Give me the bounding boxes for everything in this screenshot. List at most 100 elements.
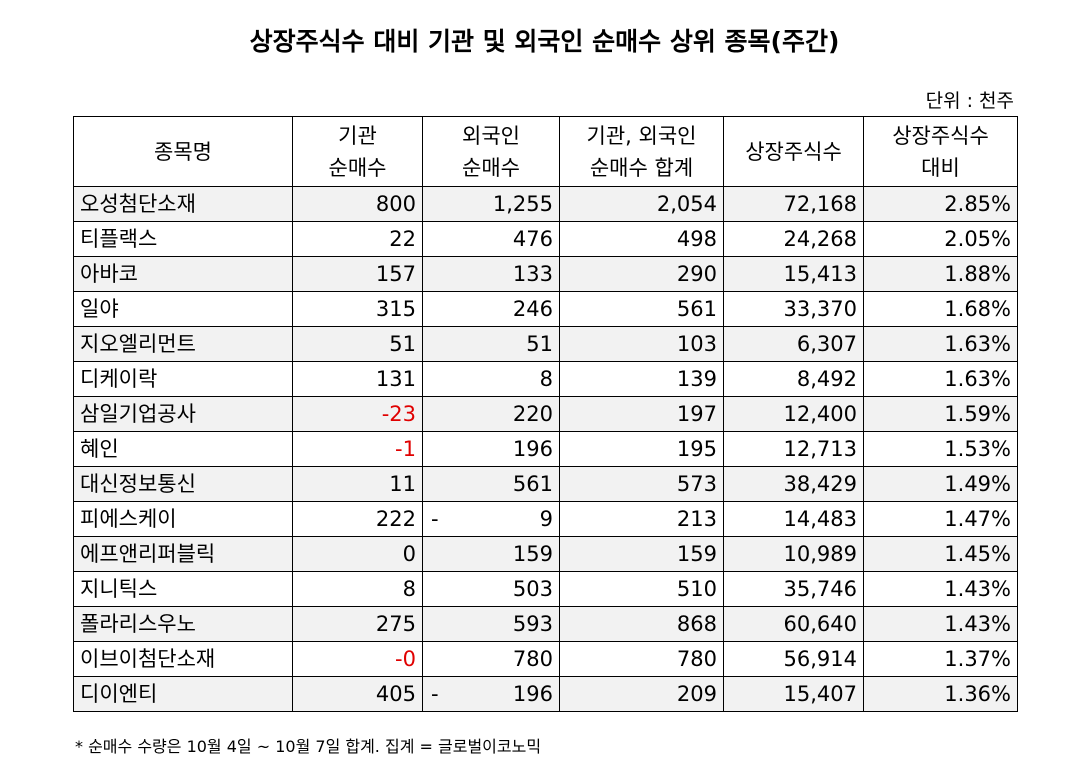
cell-sum: 780 (559, 641, 724, 677)
cell-foreign: 1,255 (422, 186, 560, 222)
cell-foreign: 503 (422, 571, 560, 607)
cell-shares: 38,429 (723, 466, 864, 502)
cell-ratio: 1.63% (863, 326, 1018, 362)
cell-foreign: 780 (422, 641, 560, 677)
cell-ratio: 1.59% (863, 396, 1018, 432)
cell-foreign: 159 (422, 536, 560, 572)
cell-shares: 12,400 (723, 396, 864, 432)
table-row: 삼일기업공사 -23 220 197 12,400 1.59% (73, 396, 1018, 432)
cell-shares: 24,268 (723, 221, 864, 257)
cell-inst: 11 (292, 466, 423, 502)
cell-shares: 10,989 (723, 536, 864, 572)
cell-inst: -1 (292, 431, 423, 467)
cell-ratio: 2.85% (863, 186, 1018, 222)
cell-name: 일야 (73, 291, 293, 327)
table-row: 티플랙스 22 476 498 24,268 2.05% (73, 221, 1018, 257)
header-stock-name: 종목명 (73, 116, 293, 187)
dash-mark: - (431, 681, 439, 706)
cell-ratio: 1.36% (863, 676, 1018, 712)
cell-shares: 6,307 (723, 326, 864, 362)
header-row: 종목명 기관 순매수 외국인 순매수 기관, 외국인 순매수 합계 상장주식수 상장주… (73, 116, 1018, 187)
cell-foreign: 246 (422, 291, 560, 327)
cell-sum: 561 (559, 291, 724, 327)
cell-sum: 213 (559, 501, 724, 537)
cell-inst: 51 (292, 326, 423, 362)
table-row: 일야 315 246 561 33,370 1.68% (73, 291, 1018, 327)
cell-ratio: 2.05% (863, 221, 1018, 257)
cell-sum: 573 (559, 466, 724, 502)
table-row: 혜인 -1 196 195 12,713 1.53% (73, 431, 1018, 467)
cell-inst: 0 (292, 536, 423, 572)
cell-name: 지니틱스 (73, 571, 293, 607)
cell-shares: 15,407 (723, 676, 864, 712)
header-inst-net: 기관 순매수 (292, 116, 423, 187)
cell-sum: 195 (559, 431, 724, 467)
cell-name: 피에스케이 (73, 501, 293, 537)
footnote: * 순매수 수량은 10월 4일 ~ 10월 7일 합계. 집계 = 글로벌이코… (75, 737, 542, 756)
cell-shares: 14,483 (723, 501, 864, 537)
cell-name: 티플랙스 (73, 221, 293, 257)
cell-shares: 33,370 (723, 291, 864, 327)
cell-inst: 131 (292, 361, 423, 397)
cell-foreign: 51 (422, 326, 560, 362)
cell-shares: 12,713 (723, 431, 864, 467)
cell-foreign: 593 (422, 606, 560, 642)
net-purchase-table: 종목명 기관 순매수 외국인 순매수 기관, 외국인 순매수 합계 상장주식수 상장주… (73, 116, 1018, 712)
cell-sum: 498 (559, 221, 724, 257)
table-row: 피에스케이 222-9 213 14,483 1.47% (73, 501, 1018, 537)
cell-sum: 159 (559, 536, 724, 572)
cell-shares: 60,640 (723, 606, 864, 642)
cell-ratio: 1.43% (863, 571, 1018, 607)
cell-inst: -0 (292, 641, 423, 677)
cell-name: 이브이첨단소재 (73, 641, 293, 677)
cell-name: 삼일기업공사 (73, 396, 293, 432)
cell-sum: 290 (559, 256, 724, 292)
cell-sum: 139 (559, 361, 724, 397)
cell-ratio: 1.88% (863, 256, 1018, 292)
cell-name: 디케이락 (73, 361, 293, 397)
cell-name: 아바코 (73, 256, 293, 292)
cell-shares: 56,914 (723, 641, 864, 677)
table-row: 대신정보통신 11 561 573 38,429 1.49% (73, 466, 1018, 502)
dash-mark: - (431, 506, 439, 531)
table-row: 디케이락 131 8 139 8,492 1.63% (73, 361, 1018, 397)
cell-foreign: 561 (422, 466, 560, 502)
cell-inst: 800 (292, 186, 423, 222)
header-sum-net: 기관, 외국인 순매수 합계 (559, 116, 724, 187)
cell-shares: 72,168 (723, 186, 864, 222)
table-body: 오성첨단소재 800 1,255 2,054 72,168 2.85% 티플랙스 22 476 4… (73, 186, 1018, 712)
cell-inst: -23 (292, 396, 423, 432)
cell-sum: 103 (559, 326, 724, 362)
cell-foreign: 133 (422, 256, 560, 292)
table-row: 에프앤리퍼블릭 0 159 159 10,989 1.45% (73, 536, 1018, 572)
cell-name: 디이엔티 (73, 676, 293, 712)
cell-foreign: -196 (422, 676, 560, 712)
cell-foreign: 220 (422, 396, 560, 432)
cell-inst: 315 (292, 291, 423, 327)
cell-shares: 8,492 (723, 361, 864, 397)
cell-ratio: 1.45% (863, 536, 1018, 572)
table-row: 오성첨단소재 800 1,255 2,054 72,168 2.85% (73, 186, 1018, 222)
cell-foreign: 8 (422, 361, 560, 397)
cell-ratio: 1.47% (863, 501, 1018, 537)
table-row: 폴라리스우노 275 593 868 60,640 1.43% (73, 606, 1018, 642)
cell-foreign: 476 (422, 221, 560, 257)
cell-name: 지오엘리먼트 (73, 326, 293, 362)
table-row: 지니틱스 8 503 510 35,746 1.43% (73, 571, 1018, 607)
table-row: 아바코 157 133 290 15,413 1.88% (73, 256, 1018, 292)
cell-inst: 405 (292, 676, 423, 712)
cell-ratio: 1.53% (863, 431, 1018, 467)
cell-sum: 2,054 (559, 186, 724, 222)
header-foreign-net: 외국인 순매수 (422, 116, 560, 187)
cell-inst: 8 (292, 571, 423, 607)
unit-label: 단위 : 천주 (925, 90, 1014, 112)
header-ratio: 상장주식수 대비 (863, 116, 1018, 187)
cell-name: 오성첨단소재 (73, 186, 293, 222)
header-listed-shares: 상장주식수 (723, 116, 864, 187)
cell-shares: 35,746 (723, 571, 864, 607)
page-title: 상장주식수 대비 기관 및 외국인 순매수 상위 종목(주간) (249, 27, 840, 56)
table-row: 이브이첨단소재 -0 780 780 56,914 1.37% (73, 641, 1018, 677)
cell-name: 폴라리스우노 (73, 606, 293, 642)
cell-inst: 275 (292, 606, 423, 642)
table-row: 지오엘리먼트 51 51 103 6,307 1.63% (73, 326, 1018, 362)
